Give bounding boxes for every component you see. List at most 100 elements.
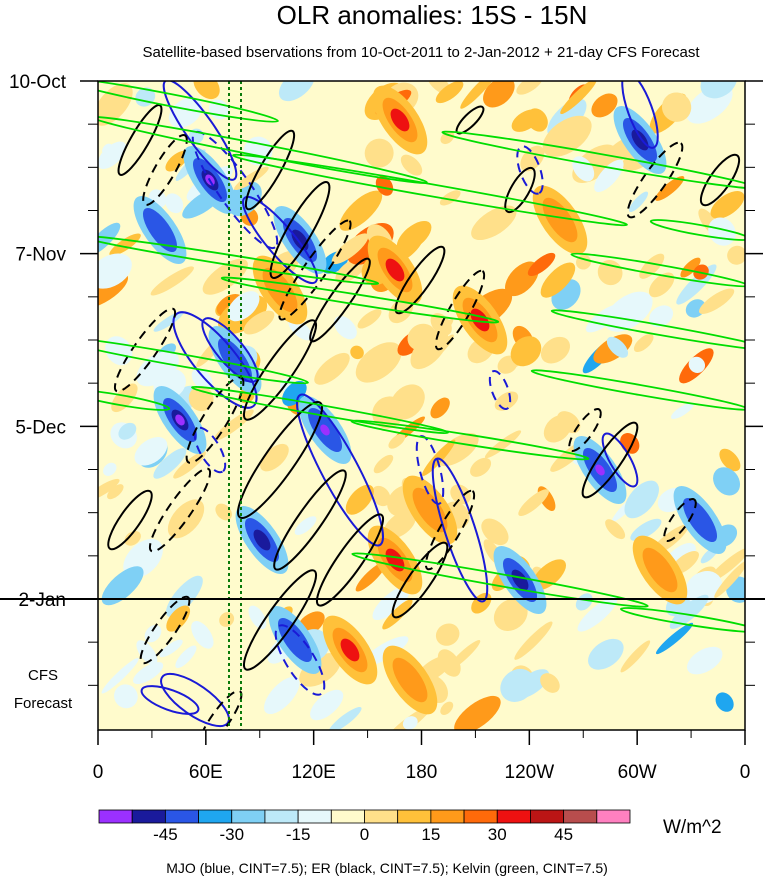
kelvin-contour-10 <box>550 309 745 351</box>
negative-anomaly-patch <box>500 668 535 702</box>
positive-anomaly-patch <box>471 205 517 241</box>
positive-anomaly-patch <box>484 430 522 459</box>
er-contour-21 <box>568 408 602 452</box>
positive-anomaly-patch <box>481 518 509 546</box>
positive-anomaly-patch <box>314 352 350 385</box>
kelvin-contour-8 <box>350 419 590 461</box>
negative-anomaly-patch <box>118 422 137 440</box>
er-contour-9 <box>113 307 177 393</box>
positive-anomaly-patch <box>331 233 369 265</box>
er-contour-25 <box>663 498 697 542</box>
positive-anomaly-patch <box>447 639 481 671</box>
positive-anomaly-patch <box>390 384 425 420</box>
colorbar-swatch-8 <box>364 809 399 824</box>
positive-anomaly-patch <box>260 443 289 472</box>
positive-anomaly-patch <box>680 257 701 278</box>
negative-anomaly-patch <box>655 622 694 655</box>
positive-anomaly-patch <box>460 81 498 109</box>
colorbar-swatch-1 <box>131 809 166 824</box>
negative-anomaly-patch <box>191 620 214 649</box>
negative-anomaly-patch <box>136 640 158 666</box>
y-axis: 10-Oct 7-Nov 5-Dec 2-Jan <box>9 72 763 686</box>
mjo-contour-2 <box>242 195 318 285</box>
positive-anomaly-patch <box>166 605 191 632</box>
colorbar-swatch-11 <box>463 809 498 824</box>
positive-anomaly-patch <box>412 487 448 533</box>
negative-anomaly-patch <box>402 716 418 730</box>
positive-anomaly-patch <box>440 130 455 145</box>
forecast-label-line-1: CFS <box>28 667 58 684</box>
kelvin-contour-1 <box>98 116 428 184</box>
negative-anomaly-patch <box>685 571 723 605</box>
positive-anomaly-patch <box>518 489 549 517</box>
colorbar-swatch-2 <box>164 809 199 824</box>
positive-anomaly-patch <box>516 81 543 95</box>
kelvin-contour-7 <box>191 385 449 435</box>
positive-anomaly-patch <box>167 499 205 539</box>
er-contour-16 <box>148 467 212 553</box>
er-contour-7 <box>434 269 486 351</box>
positive-anomaly-patch <box>655 176 685 201</box>
positive-anomaly-patch <box>373 454 394 474</box>
y-tick-label-0: 10-Oct <box>9 72 67 93</box>
positive-anomaly-patch <box>392 657 428 703</box>
y-tick-label-3: 2-Jan <box>18 590 66 611</box>
negative-anomaly-patch <box>175 645 197 669</box>
positive-anomaly-patch <box>410 328 449 370</box>
strongest-negative-anomaly-patch <box>595 464 605 476</box>
mjo-contour-3 <box>172 311 258 409</box>
er-contour-6 <box>394 245 446 315</box>
negative-anomaly-patch <box>98 222 121 256</box>
positive-anomaly-patch <box>430 397 450 419</box>
mjo-contour-12 <box>601 432 639 488</box>
units-label: W/m^2 <box>663 817 722 838</box>
negative-anomaly-patch <box>649 305 674 327</box>
negative-anomaly-patch <box>682 497 718 543</box>
positive-anomaly-patch <box>357 309 382 329</box>
mjo-contour-10 <box>621 81 659 149</box>
negative-anomaly-patch <box>191 368 213 390</box>
er-contour-3 <box>269 180 331 280</box>
x-axis: 0 60E 120E 180 120W 60W 0 <box>93 730 750 783</box>
colorbar-swatch-5 <box>264 809 299 824</box>
positive-anomaly-patch <box>150 266 194 296</box>
positive-anomaly-patch <box>511 109 541 132</box>
positive-anomaly-patch <box>661 92 692 122</box>
colorbar-swatch-15 <box>596 809 631 824</box>
positive-anomaly-patch <box>193 81 220 100</box>
positive-anomaly-patch <box>202 258 248 295</box>
positive-anomaly-patch <box>364 138 394 168</box>
negative-anomaly-patch <box>700 81 738 99</box>
positive-anomaly-patch <box>527 252 556 277</box>
positive-anomaly-patch <box>234 166 269 191</box>
mjo-contour-13 <box>488 370 512 410</box>
negative-anomaly-patch <box>277 617 313 663</box>
kelvin-contour-5 <box>220 276 500 324</box>
positive-anomaly-patch <box>483 81 515 108</box>
colorbar-label-3: 0 <box>360 825 369 844</box>
anomaly-field <box>98 81 745 730</box>
er-contour-20 <box>581 421 639 499</box>
negative-anomaly-patch <box>628 191 649 213</box>
forecast-label-line-2: Forecast <box>14 695 73 712</box>
positive-anomaly-patch <box>714 560 745 598</box>
mjo-contour-11 <box>516 145 544 195</box>
colorbar: -45 -30 -15 0 15 30 45 <box>98 809 631 844</box>
colorbar-label-2: -15 <box>286 825 311 844</box>
er-contour-22 <box>504 166 536 214</box>
negative-anomaly-patch <box>101 566 144 606</box>
positive-anomaly-patch <box>396 220 432 252</box>
mjo-contour-14 <box>193 426 227 474</box>
negative-anomaly-patch <box>372 585 410 621</box>
kelvin-contour-6 <box>98 335 309 385</box>
negative-anomaly-patch <box>134 437 168 466</box>
positive-anomaly-patch <box>648 272 675 298</box>
positive-anomaly-patch <box>642 547 678 593</box>
strong-negative-anomaly-patch <box>631 129 649 151</box>
positive-anomaly-patch <box>107 484 124 500</box>
negative-anomaly-patch <box>630 518 662 541</box>
negative-anomaly-patch <box>217 337 253 383</box>
kelvin-contour-9 <box>570 252 745 288</box>
er-contour-1 <box>142 134 188 206</box>
er-contour-17 <box>107 489 153 551</box>
